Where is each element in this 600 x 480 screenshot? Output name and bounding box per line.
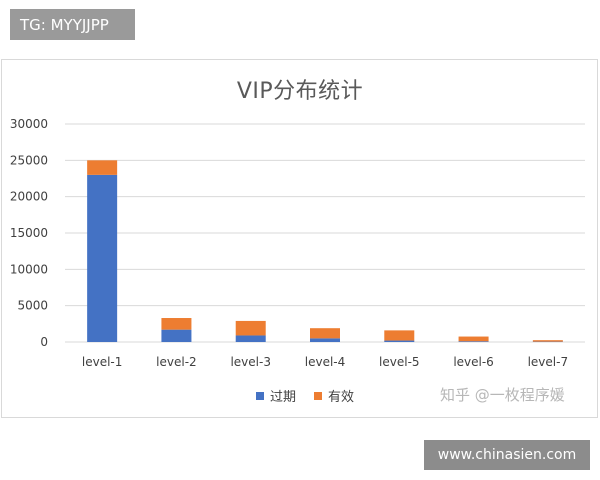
bar-valid-level-1 — [87, 160, 118, 175]
bars — [87, 160, 563, 342]
y-tick-label: 30000 — [10, 117, 48, 131]
y-tick-label: 25000 — [10, 153, 48, 167]
y-tick-label: 20000 — [10, 190, 48, 204]
bar-expired-level-3 — [235, 335, 266, 342]
x-tick-label: level-4 — [305, 355, 346, 369]
bar-expired-level-1 — [87, 174, 118, 342]
gridlines — [65, 123, 585, 343]
site-url-tag: www.chinasien.com — [424, 440, 590, 470]
legend: 过期 有效 — [256, 386, 372, 405]
y-tick-labels: 0 5000 10000 15000 20000 25000 30000 — [10, 117, 48, 349]
x-tick-label: level-1 — [82, 355, 123, 369]
bar-expired-level-4 — [310, 338, 340, 342]
bar-valid-level-6 — [458, 336, 489, 342]
bar-valid-level-4 — [310, 328, 340, 339]
legend-swatch-expired — [256, 391, 264, 400]
x-tick-label: level-2 — [156, 355, 197, 369]
legend-label-expired: 过期 — [270, 390, 297, 405]
bar-valid-level-7 — [532, 340, 563, 342]
bar-expired-level-2 — [161, 329, 192, 342]
legend-item-expired: 过期 — [256, 386, 296, 405]
legend-label-valid: 有效 — [328, 390, 355, 405]
overlay-tag: TG: MYYJJPP — [10, 9, 135, 40]
legend-swatch-valid — [314, 391, 323, 400]
y-tick-label: 0 — [40, 335, 48, 349]
bar-expired-level-6 — [458, 341, 489, 342]
bar-expired-level-5 — [384, 340, 415, 342]
y-tick-label: 10000 — [10, 262, 48, 276]
y-tick-label: 15000 — [10, 226, 48, 240]
x-tick-label: level-6 — [453, 355, 494, 369]
legend-item-valid: 有效 — [314, 386, 354, 405]
x-tick-label: level-7 — [528, 355, 569, 369]
y-tick-label: 5000 — [17, 299, 48, 313]
x-tick-labels: level-1 level-2 level-3 level-4 level-5 level… — [82, 355, 568, 369]
bar-valid-level-3 — [235, 320, 266, 336]
bar-valid-level-5 — [384, 330, 415, 341]
zhihu-watermark: 知乎 @一枚程序媛 — [440, 386, 565, 404]
x-tick-label: level-5 — [379, 355, 420, 369]
x-tick-label: level-3 — [230, 355, 271, 369]
bar-valid-level-2 — [161, 318, 192, 330]
chart-title: VIP分布统计 — [236, 79, 364, 104]
